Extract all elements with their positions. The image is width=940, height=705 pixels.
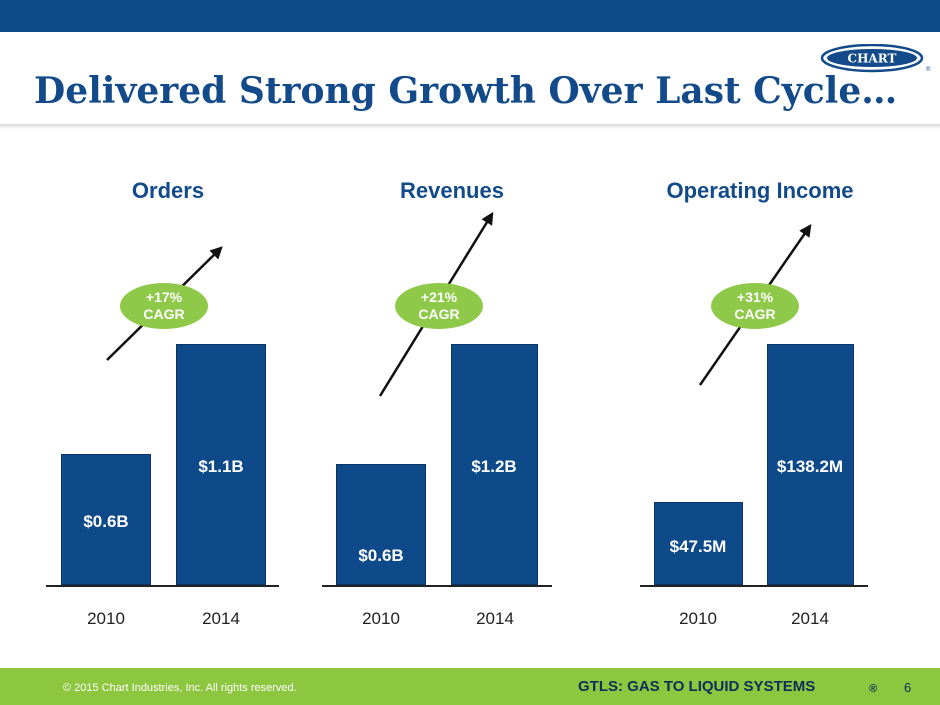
- baseline-revenues: [322, 585, 552, 587]
- value-label-orders-2014: $1.1B: [198, 457, 244, 476]
- year-label-revenues-2014: 2014: [476, 609, 514, 628]
- baseline-orders: [46, 585, 279, 587]
- logo-inner-oval: [827, 49, 917, 67]
- bar-orders-2010: [61, 454, 151, 585]
- footer-registered-mark: ®: [869, 683, 878, 695]
- baseline-operating-income: [640, 585, 868, 587]
- footer-band: [0, 668, 940, 705]
- chart-title-revenues: Revenues: [400, 178, 504, 203]
- cagr-label-orders: CAGR: [143, 306, 185, 322]
- title-divider: [0, 124, 940, 129]
- year-label-revenues-2010: 2010: [362, 609, 400, 628]
- year-label-operating-income-2014: 2014: [791, 609, 829, 628]
- cagr-label-operating-income: CAGR: [734, 306, 776, 322]
- chart-title-operating-income: Operating Income: [666, 178, 854, 203]
- cagr-bubble-orders: +17% CAGR: [120, 283, 208, 329]
- cagr-percent-operating-income: +31%: [736, 289, 774, 305]
- value-label-revenues-2010: $0.6B: [358, 546, 404, 565]
- cagr-label-revenues: CAGR: [418, 306, 460, 322]
- cagr-bubble-operating-income: +31% CAGR: [711, 283, 799, 329]
- chart-logo: CHART ®: [820, 44, 931, 73]
- top-band: [0, 0, 940, 32]
- bar-operating-income-2010: [654, 502, 743, 585]
- cagr-percent-revenues: +21%: [420, 289, 458, 305]
- value-label-operating-income-2014: $138.2M: [776, 457, 844, 476]
- value-label-revenues-2014: $1.2B: [471, 457, 517, 476]
- logo-registered-mark: ®: [926, 66, 931, 73]
- copyright-text: © 2015 Chart Industries, Inc. All rights…: [63, 682, 297, 694]
- chart-title-orders: Orders: [131, 178, 205, 203]
- logo-text: CHART: [848, 52, 897, 66]
- year-label-orders-2010: 2010: [87, 609, 125, 628]
- year-label-orders-2014: 2014: [202, 609, 240, 628]
- footer-tagline: GTLS: GAS TO LIQUID SYSTEMS: [578, 678, 816, 695]
- bar-revenues-2010: [336, 464, 426, 585]
- value-label-operating-income-2010: $47.5M: [669, 537, 727, 556]
- year-label-operating-income-2010: 2010: [679, 609, 717, 628]
- cagr-bubble-revenues: +21% CAGR: [395, 283, 483, 329]
- slide-title: Delivered Strong Growth Over Last Cycle…: [34, 70, 898, 112]
- bar-orders-2014: [176, 344, 266, 585]
- value-label-orders-2010: $0.6B: [83, 512, 129, 531]
- page-number: 6: [904, 680, 912, 695]
- cagr-percent-orders: +17%: [145, 289, 183, 305]
